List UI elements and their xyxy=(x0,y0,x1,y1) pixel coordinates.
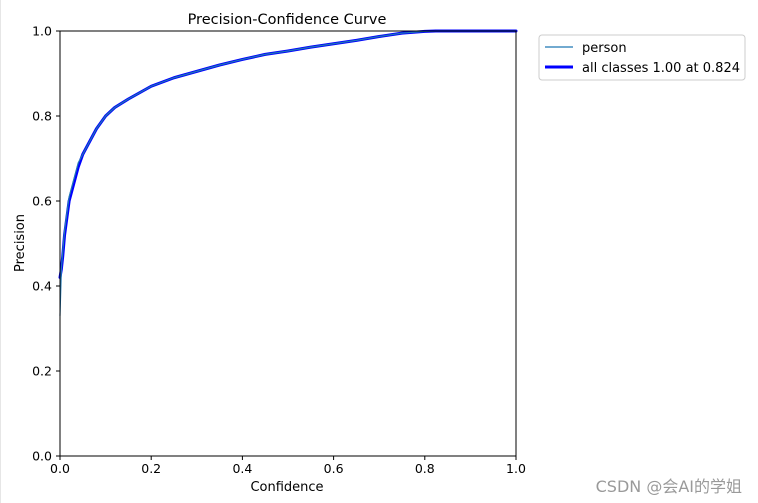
y-tick-label: 0.4 xyxy=(32,279,52,294)
y-axis-label: Precision xyxy=(13,214,28,272)
legend-box xyxy=(538,34,746,81)
x-tick-label: 0.2 xyxy=(141,461,161,476)
y-tick-label: 1.0 xyxy=(32,24,52,39)
series-line-person xyxy=(59,30,517,317)
legend: person all classes 1.00 at 0.824 xyxy=(538,34,746,81)
axes-layer: 0.0 0.2 0.4 0.6 0.8 1.0 0.0 0.2 0.4 0.6 0.8 1.0 xyxy=(32,24,526,477)
legend-label-all-classes: all classes 1.00 at 0.824 xyxy=(582,61,740,76)
x-tick-label: 0.8 xyxy=(415,461,435,476)
y-tick-label: 0.0 xyxy=(32,449,52,464)
legend-label-person: person xyxy=(582,41,627,56)
chart-title: Precision-Confidence Curve xyxy=(188,12,387,28)
left-border xyxy=(0,0,1,503)
x-tick-label: 0.4 xyxy=(232,461,252,476)
series-line-all-classes xyxy=(58,29,518,279)
y-tick-label: 0.6 xyxy=(32,194,52,209)
plot-frame xyxy=(59,30,517,457)
x-tick-label: 0.6 xyxy=(324,461,344,476)
series-layer xyxy=(58,29,518,317)
y-tick-label: 0.8 xyxy=(32,109,52,124)
x-tick-label: 0.0 xyxy=(50,461,70,476)
y-tick-label: 0.2 xyxy=(32,364,52,379)
x-tick-label: 1.0 xyxy=(506,461,526,476)
watermark: CSDN @会AI的学姐 xyxy=(595,477,742,496)
x-axis-label: Confidence xyxy=(250,480,323,495)
